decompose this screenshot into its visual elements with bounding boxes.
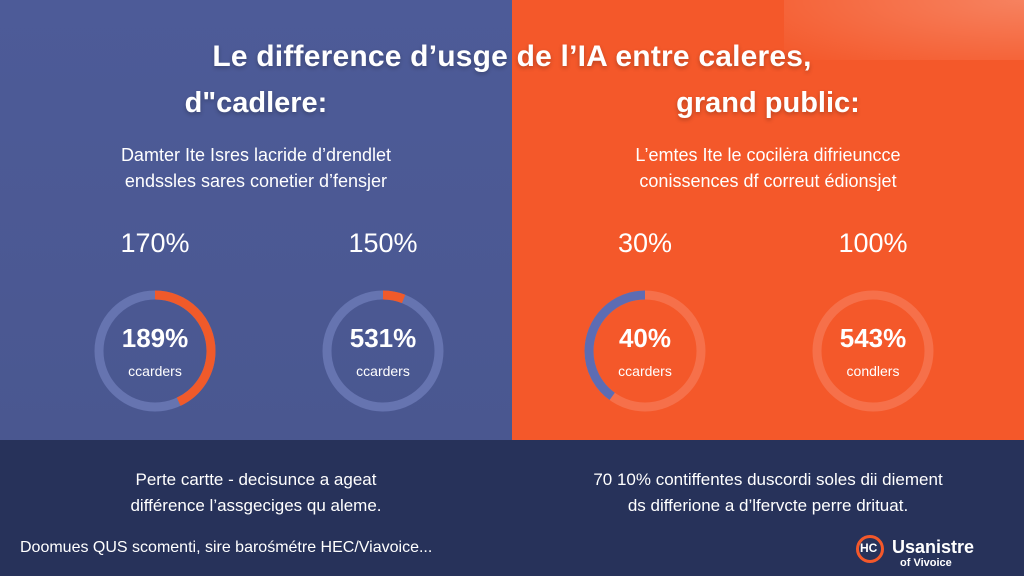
left-stat-1-gauge: 189% ccarders: [91, 287, 219, 415]
right-stat-1-gauge: 40% ccarders: [581, 287, 709, 415]
gauge-ring: [812, 290, 934, 412]
left-stat-2-top-value: 150%: [348, 228, 418, 258]
brand-name: Usanistre: [892, 537, 975, 557]
gauge-progress: [322, 290, 444, 412]
corner-glow: [784, 0, 1024, 60]
gauge-track: [812, 290, 934, 412]
gauge-ring: [94, 290, 216, 412]
right-description-line-1: L’emtes Ite le cocilėra difrieuncce: [635, 145, 901, 165]
brand-mark-icon: [856, 535, 884, 563]
right-stat-1-top-value: 30%: [617, 228, 673, 258]
gauge-ring: [584, 290, 706, 412]
right-stat-1-value: 40%: [618, 323, 672, 353]
right-stat-2-gauge: 543% condlers: [809, 287, 937, 415]
left-description-line-1: Damter Ite Isres lacride d’drendlet: [120, 145, 392, 165]
right-stat-2-top-value: 100%: [838, 228, 908, 258]
left-description-line-2: endssles sares conetier d’fensjer: [124, 171, 388, 191]
brand-mark-text: HC: [860, 541, 878, 555]
right-stat-2-value: 543%: [839, 323, 907, 353]
right-subtitle: grand public:: [676, 87, 860, 119]
left-stat-1-label: ccarders: [128, 363, 182, 379]
right-description: L’emtes Ite le cocilėra difrieuncce coni…: [512, 142, 1024, 194]
brand-logo: HC Usanistre of Vivoice: [852, 533, 1012, 573]
left-subtitle: d"cadlere:: [184, 87, 328, 119]
right-description-line-2: conissences df correut édionsjet: [639, 171, 897, 191]
right-footer-line-2: ds differione a d’lfervcte perre drituat…: [627, 496, 909, 515]
gauge-progress: [94, 290, 216, 412]
right-footer-line-1: 70 10% contiffentes duscordi soles dii d…: [593, 470, 943, 489]
left-stat-1-value: 189%: [121, 323, 189, 353]
gauge-progress: [584, 290, 706, 412]
left-stat-2-value: 531%: [349, 323, 417, 353]
left-panel: [0, 0, 512, 440]
right-stat-2-label: condlers: [846, 363, 900, 379]
left-footer-note: Perte cartte - decisunce a ageat différe…: [0, 467, 512, 519]
left-description: Damter Ite Isres lacride d’drendlet ends…: [0, 142, 512, 194]
left-stat-2-label: ccarders: [356, 363, 410, 379]
right-footer-note: 70 10% contiffentes duscordi soles dii d…: [512, 467, 1024, 519]
page-title: Le difference d’usge de l’IA entre caler…: [212, 40, 812, 73]
left-footer-line-2: différence l’assgecigеs qu aleme.: [130, 496, 382, 515]
left-footer-line-1: Perte cartte - decisunce a ageat: [135, 470, 377, 489]
right-panel: [512, 0, 1024, 440]
source-note: Doomues QUS scomenti, sire barośmétre HE…: [20, 539, 433, 556]
gauge-ring: [322, 290, 444, 412]
bottom-band: [0, 440, 1024, 576]
right-stat-1-label: ccarders: [618, 363, 672, 379]
left-stat-2-gauge: 531% ccarders: [319, 287, 447, 415]
left-stat-1-top-value: 170%: [120, 228, 190, 258]
brand-subtitle: of Vivoice: [900, 557, 952, 569]
